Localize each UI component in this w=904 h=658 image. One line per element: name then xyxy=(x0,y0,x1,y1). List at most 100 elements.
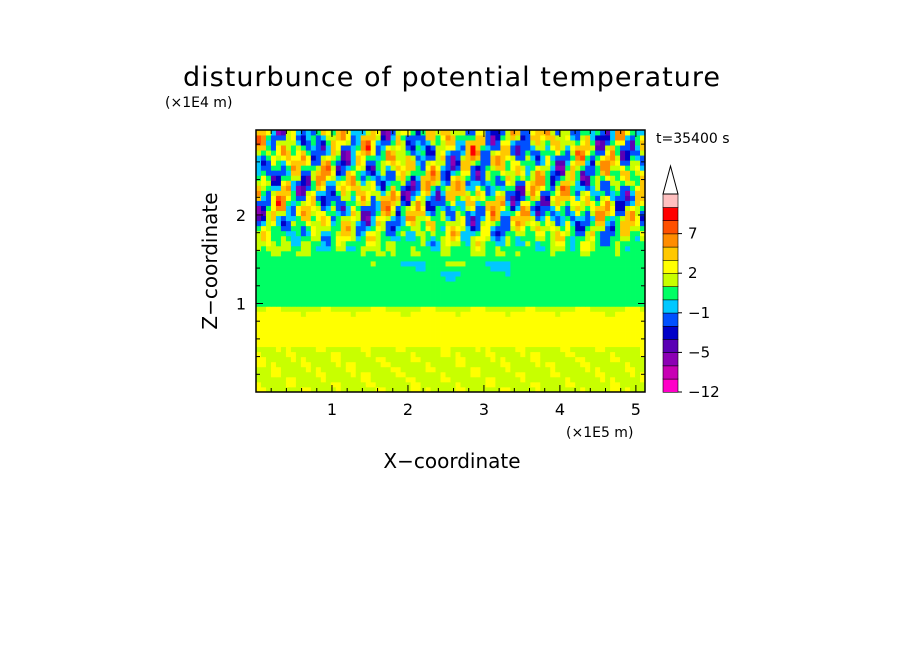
contour-cell xyxy=(510,180,516,186)
contour-cell xyxy=(505,210,511,217)
contour-cell xyxy=(505,230,511,237)
contour-cell xyxy=(460,240,466,247)
contour-cell xyxy=(620,150,626,156)
contour-cell xyxy=(555,336,561,343)
contour-cell xyxy=(395,321,402,327)
contour-cell xyxy=(470,351,476,358)
contour-cell xyxy=(260,185,267,191)
contour-cell xyxy=(360,291,367,297)
contour-cell xyxy=(610,286,616,292)
contour-cell xyxy=(495,220,501,227)
contour-cell xyxy=(365,135,372,141)
x-tick-label: 2 xyxy=(403,400,413,419)
contour-cell xyxy=(580,170,586,176)
contour-cell xyxy=(405,200,412,206)
contour-cell xyxy=(625,255,631,262)
contour-cell xyxy=(310,150,317,156)
contour-cell xyxy=(640,331,646,337)
contour-cell xyxy=(630,150,636,156)
contour-cell xyxy=(465,301,471,307)
contour-cell xyxy=(620,316,626,322)
contour-cell xyxy=(470,200,476,206)
contour-cell xyxy=(500,301,506,307)
contour-cell xyxy=(455,356,461,363)
contour-cell xyxy=(395,150,402,156)
contour-cell xyxy=(590,271,596,277)
contour-cell xyxy=(515,346,521,353)
contour-cell xyxy=(310,336,317,343)
contour-cell xyxy=(390,381,397,388)
contour-cell xyxy=(295,140,302,146)
contour-cell xyxy=(305,240,312,247)
contour-cell xyxy=(395,250,402,257)
contour-cell xyxy=(555,301,561,307)
contour-cell xyxy=(610,160,616,166)
contour-cell xyxy=(630,311,636,317)
contour-cell xyxy=(350,306,357,312)
contour-cell xyxy=(265,130,272,136)
contour-cell xyxy=(545,225,551,232)
contour-cell xyxy=(470,306,476,312)
contour-cell xyxy=(555,205,561,212)
contour-cell xyxy=(395,175,402,181)
colorbar-extend-arrow xyxy=(662,164,679,195)
contour-cell xyxy=(360,346,367,353)
contour-cell xyxy=(380,235,387,242)
contour-cell xyxy=(630,296,636,302)
contour-cell xyxy=(425,155,431,161)
contour-cell xyxy=(570,311,576,317)
contour-cell xyxy=(530,250,536,257)
colorbar-segment xyxy=(662,246,679,261)
contour-cell xyxy=(295,185,302,191)
contour-cell xyxy=(256,185,262,191)
contour-cell xyxy=(320,311,327,317)
contour-cell xyxy=(455,225,461,232)
contour-cell xyxy=(285,130,292,136)
contour-cell xyxy=(550,235,556,242)
contour-cell xyxy=(565,200,571,206)
contour-cell xyxy=(470,296,476,302)
contour-cell xyxy=(330,366,337,373)
contour-cell xyxy=(305,276,312,282)
contour-cell xyxy=(625,175,631,181)
contour-cell xyxy=(490,210,496,217)
contour-cell xyxy=(265,175,272,181)
contour-cell xyxy=(280,271,287,277)
contour-cell xyxy=(460,341,466,348)
contour-cell xyxy=(485,215,491,222)
contour-cell xyxy=(615,145,621,151)
contour-cell xyxy=(600,140,606,146)
contour-cell xyxy=(335,180,342,186)
contour-cell xyxy=(330,170,337,176)
contour-cell xyxy=(520,240,526,247)
contour-cell xyxy=(485,296,491,302)
contour-cell xyxy=(420,170,426,176)
contour-cell xyxy=(310,170,317,176)
contour-cell xyxy=(335,276,342,282)
contour-cell xyxy=(525,381,531,388)
contour-cell xyxy=(420,291,426,297)
contour-cell xyxy=(325,331,332,337)
contour-cell xyxy=(385,326,392,332)
contour-cell xyxy=(525,266,531,272)
contour-cell xyxy=(430,371,436,378)
contour-cell xyxy=(320,356,327,363)
contour-cell xyxy=(490,205,496,212)
contour-cell xyxy=(270,376,277,383)
contour-cell xyxy=(480,130,486,136)
contour-cell xyxy=(350,145,357,151)
contour-cell xyxy=(550,346,556,353)
contour-cell xyxy=(400,266,407,272)
contour-cell xyxy=(375,351,382,358)
contour-cell xyxy=(525,135,531,141)
contour-cell xyxy=(360,180,367,186)
contour-cell xyxy=(480,301,486,307)
contour-cell xyxy=(605,155,611,161)
contour-cell xyxy=(445,331,451,337)
contour-cell xyxy=(380,306,387,312)
contour-cell xyxy=(435,185,441,191)
contour-cell xyxy=(580,311,586,317)
contour-cell xyxy=(370,145,377,151)
contour-cell xyxy=(530,346,536,353)
contour-cell xyxy=(545,240,551,247)
